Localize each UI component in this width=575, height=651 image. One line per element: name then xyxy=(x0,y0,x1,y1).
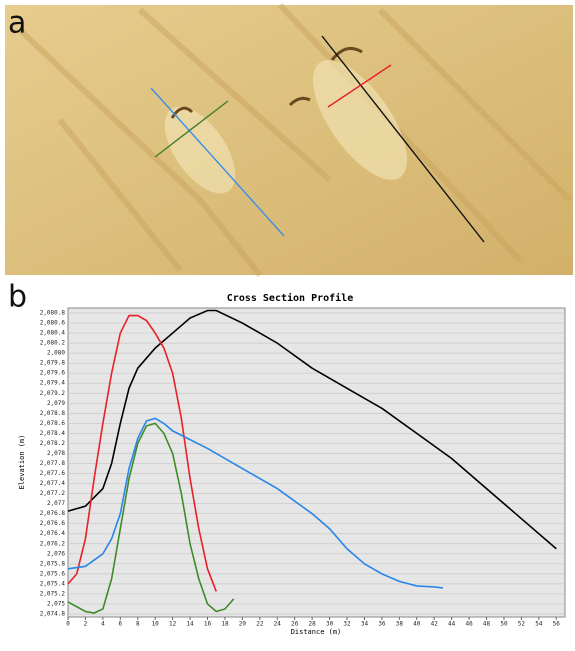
x-tick-label: 32 xyxy=(343,621,351,628)
x-tick-label: 10 xyxy=(152,621,160,628)
x-tick-label: 44 xyxy=(448,621,456,628)
y-tick-label: 2,075 xyxy=(47,600,65,607)
y-tick-label: 2,080 xyxy=(47,350,65,357)
x-tick-label: 16 xyxy=(204,621,212,628)
y-tick-label: 2,079.2 xyxy=(40,390,66,397)
y-tick-label: 2,075.2 xyxy=(40,590,66,597)
y-tick-label: 2,076.8 xyxy=(40,510,66,517)
x-tick-label: 0 xyxy=(66,621,70,628)
series-line xyxy=(67,422,235,614)
x-tick-label: 34 xyxy=(361,621,369,628)
x-tick-label: 54 xyxy=(535,621,543,628)
panel-label: a xyxy=(8,6,26,41)
x-tick-label: 8 xyxy=(136,621,140,628)
y-tick-label: 2,075.8 xyxy=(40,560,66,567)
y-tick-label: 2,075.6 xyxy=(40,570,66,577)
y-tick-label: 2,079 xyxy=(47,400,65,407)
y-tick-label: 2,079.8 xyxy=(40,360,66,367)
y-tick-label: 2,076.2 xyxy=(40,540,66,547)
x-tick-label: 20 xyxy=(239,621,247,628)
dune-crests xyxy=(170,46,363,119)
y-tick-label: 2,080.8 xyxy=(40,310,66,317)
y-tick-label: 2,079.4 xyxy=(40,380,66,387)
y-tick-label: 2,078 xyxy=(47,450,65,457)
series-line xyxy=(67,309,557,550)
x-tick-label: 14 xyxy=(186,621,194,628)
x-tick-label: 6 xyxy=(119,621,123,628)
y-tick-label: 2,076.6 xyxy=(40,520,66,527)
plot-area xyxy=(67,307,566,618)
y-tick-label: 2,077.8 xyxy=(40,460,66,467)
x-tick-label: 52 xyxy=(518,621,526,628)
x-tick-label: 38 xyxy=(396,621,404,628)
chart-title: Cross Section Profile xyxy=(227,292,353,304)
x-tick-label: 2 xyxy=(84,621,88,628)
x-tick-label: 24 xyxy=(274,621,282,628)
y-tick-label: 2,080.6 xyxy=(40,320,66,327)
x-tick-label: 36 xyxy=(378,621,386,628)
y-tick-label: 2,078.8 xyxy=(40,410,66,417)
x-tick-label: 42 xyxy=(431,621,439,628)
y-tick-label: 2,077.6 xyxy=(40,470,66,477)
x-tick-label: 26 xyxy=(291,621,299,628)
x-tick-label: 46 xyxy=(465,621,473,628)
y-tick-label: 2,076 xyxy=(47,550,65,557)
y-tick-label: 2,078.2 xyxy=(40,440,66,447)
y-tick-label: 2,074.8 xyxy=(40,610,66,617)
series-line xyxy=(67,417,444,589)
terrain-highlights xyxy=(164,60,408,194)
y-tick-label: 2,077 xyxy=(47,500,65,507)
y-tick-label: 2,075.4 xyxy=(40,580,66,587)
x-tick-label: 4 xyxy=(101,621,105,628)
y-axis-label: Elevation (m) xyxy=(18,435,26,490)
y-tick-label: 2,080.4 xyxy=(40,330,66,337)
x-axis-label: Distance (m) xyxy=(291,628,342,636)
y-tick-label: 2,078.6 xyxy=(40,420,66,427)
x-tick-label: 12 xyxy=(169,621,177,628)
y-tick-label: 2,076.4 xyxy=(40,530,66,537)
x-tick-label: 22 xyxy=(256,621,264,628)
panel-label: b xyxy=(8,280,27,315)
y-tick-label: 2,077.2 xyxy=(40,490,66,497)
x-tick-label: 18 xyxy=(221,621,229,628)
series-line xyxy=(67,314,217,592)
x-tick-label: 56 xyxy=(553,621,561,628)
y-tick-label: 2,080.2 xyxy=(40,340,66,347)
x-tick-label: 50 xyxy=(500,621,508,628)
y-tick-label: 2,079.6 xyxy=(40,370,66,377)
x-tick-label: 40 xyxy=(413,621,421,628)
x-tick-label: 30 xyxy=(326,621,334,628)
x-tick-label: 48 xyxy=(483,621,491,628)
y-tick-label: 2,078.4 xyxy=(40,430,66,437)
profile-lines xyxy=(150,35,485,243)
x-tick-label: 28 xyxy=(309,621,317,628)
y-tick-label: 2,077.4 xyxy=(40,480,66,487)
